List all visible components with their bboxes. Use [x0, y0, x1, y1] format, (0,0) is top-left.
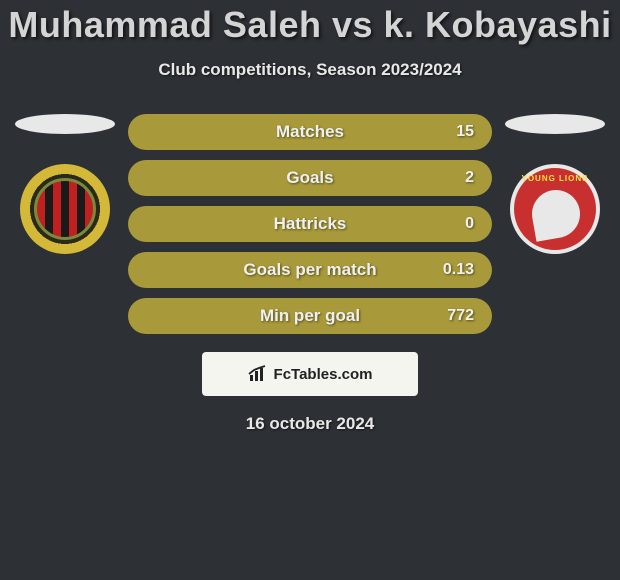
club-badge-left — [20, 164, 110, 254]
stat-value: 15 — [456, 123, 474, 141]
brand-box: FcTables.com — [202, 352, 418, 396]
player-photo-placeholder-left — [15, 114, 115, 134]
page-title: Muhammad Saleh vs k. Kobayashi — [0, 4, 620, 46]
date-line: 16 october 2024 — [0, 414, 620, 434]
main-row: Matches 15 Goals 2 Hattricks 0 Goals per… — [0, 114, 620, 334]
stat-label: Goals — [286, 168, 333, 188]
club-badge-right-text: YOUNG LIONS — [521, 174, 588, 183]
subtitle: Club competitions, Season 2023/2024 — [0, 60, 620, 80]
stat-bar-goals-per-match: Goals per match 0.13 — [128, 252, 492, 288]
stat-bar-matches: Matches 15 — [128, 114, 492, 150]
stat-bar-goals: Goals 2 — [128, 160, 492, 196]
stats-column: Matches 15 Goals 2 Hattricks 0 Goals per… — [120, 114, 500, 334]
club-badge-right: YOUNG LIONS — [510, 164, 600, 254]
brand-text: FcTables.com — [274, 366, 373, 383]
stat-bar-hattricks: Hattricks 0 — [128, 206, 492, 242]
stat-value: 0 — [465, 215, 474, 233]
player-photo-placeholder-right — [505, 114, 605, 134]
stat-label: Goals per match — [243, 260, 376, 280]
stat-label: Hattricks — [274, 214, 347, 234]
infographic-container: Muhammad Saleh vs k. Kobayashi Club comp… — [0, 0, 620, 434]
stat-value: 2 — [465, 169, 474, 187]
left-column — [10, 114, 120, 254]
stat-bar-min-per-goal: Min per goal 772 — [128, 298, 492, 334]
stat-value: 0.13 — [443, 261, 474, 279]
stat-label: Min per goal — [260, 306, 360, 326]
chart-icon — [248, 365, 270, 383]
right-column: YOUNG LIONS — [500, 114, 610, 254]
stat-value: 772 — [447, 307, 474, 325]
stat-label: Matches — [276, 122, 344, 142]
